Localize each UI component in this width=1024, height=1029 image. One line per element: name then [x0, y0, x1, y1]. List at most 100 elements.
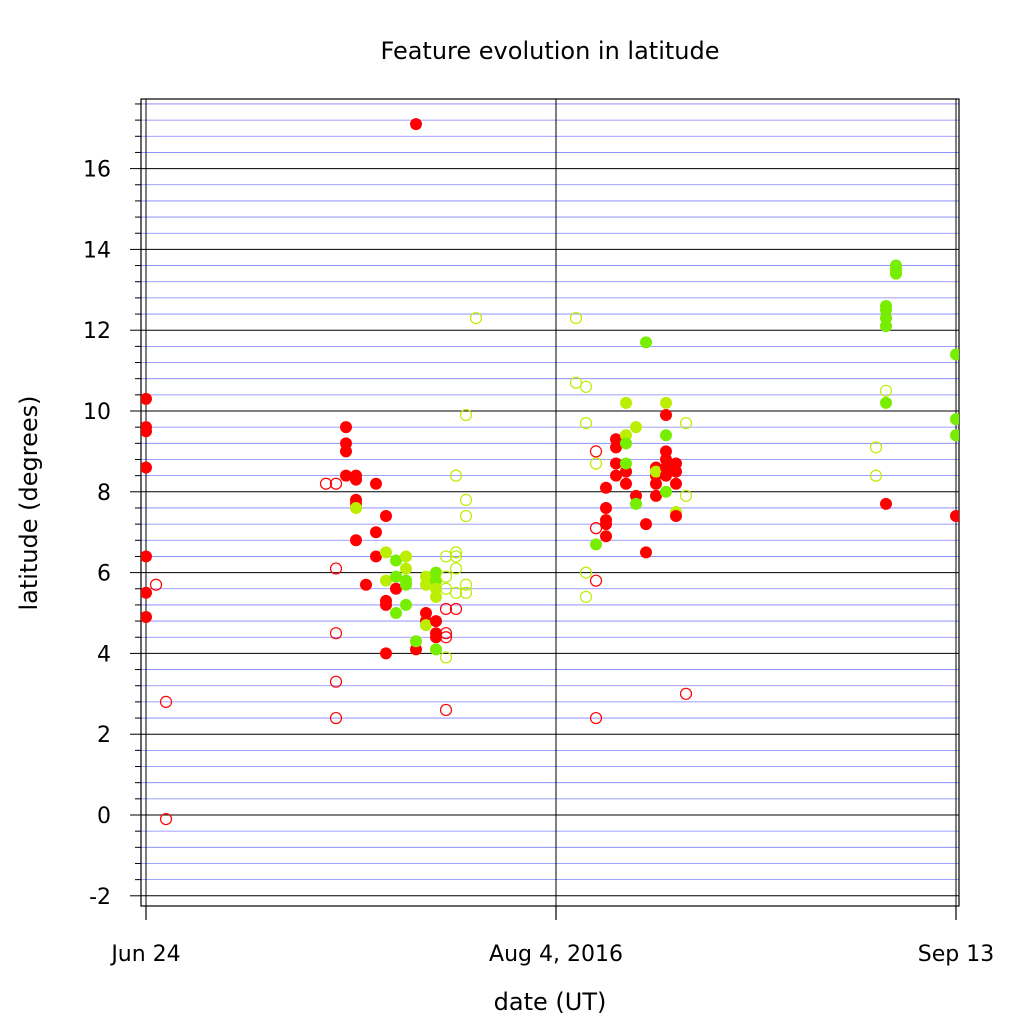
data-point-filled: [660, 469, 672, 482]
data-point-open: [589, 522, 603, 535]
data-point-open: [869, 469, 883, 482]
data-point-filled: [400, 550, 412, 563]
data-point-filled: [350, 501, 362, 514]
data-point-filled: [370, 477, 382, 490]
x-tick-label: Sep 13: [918, 942, 994, 967]
data-point-filled: [430, 643, 442, 656]
data-point-filled: [660, 429, 672, 442]
data-point-filled: [600, 518, 612, 531]
data-point-filled: [141, 392, 152, 405]
plot-frame: [140, 98, 960, 907]
data-point-filled: [670, 465, 682, 478]
data-point-filled: [380, 598, 392, 611]
data-point-open: [459, 509, 473, 523]
y-tick-label: 10: [83, 400, 111, 425]
axes-layer: -2 0 2 4 6 8 10 12 14 16 Jun 24 Aug 4, 2016 Sep 13: [83, 98, 994, 967]
data-point-open: [329, 477, 343, 490]
data-point-open: [449, 546, 463, 559]
y-tick-label: 4: [97, 642, 111, 667]
data-point-filled: [390, 554, 402, 567]
y-tick-label: 16: [83, 158, 111, 183]
x-tick-label: Aug 4, 2016: [489, 942, 623, 967]
data-point-filled: [590, 538, 602, 551]
data-point-filled: [620, 477, 632, 490]
data-point-open: [329, 562, 343, 575]
data-point-open: [589, 574, 603, 587]
data-point-open: [679, 489, 693, 502]
data-point-filled: [660, 485, 672, 498]
data-point-open: [329, 675, 343, 688]
data-point-open: [329, 627, 343, 640]
data-point-open: [569, 311, 583, 325]
points-group: [141, 118, 959, 826]
grid-layer: [141, 99, 959, 906]
data-point-open: [679, 687, 693, 700]
data-point-filled: [340, 469, 352, 482]
data-point-filled: [410, 118, 422, 131]
data-point-filled: [620, 437, 632, 450]
data-point-filled: [141, 611, 152, 624]
data-point-filled: [950, 413, 959, 426]
data-point-filled: [380, 546, 392, 559]
data-point-filled: [400, 562, 412, 575]
y-tick-label: -2: [89, 885, 111, 910]
data-point-filled: [950, 510, 959, 523]
data-point-open: [439, 631, 453, 644]
y-tick-label: 8: [97, 481, 111, 506]
data-point-open: [869, 441, 883, 454]
data-point-filled: [670, 477, 682, 490]
data-point-filled: [380, 510, 392, 523]
data-point-open: [439, 570, 453, 583]
data-point-filled: [660, 409, 672, 422]
data-point-open: [679, 417, 693, 430]
data-point-filled: [400, 578, 412, 591]
data-point-filled: [600, 530, 612, 543]
data-point-open: [319, 477, 333, 490]
data-point-filled: [660, 396, 672, 409]
data-point-filled: [430, 590, 442, 603]
data-point-open: [449, 550, 463, 563]
data-point-open: [579, 566, 593, 579]
data-point-filled: [630, 497, 642, 510]
data-point-filled: [390, 607, 402, 619]
data-point-filled: [420, 619, 432, 632]
data-point-filled: [141, 550, 152, 563]
data-point-open: [449, 586, 463, 599]
data-point-open: [589, 445, 603, 458]
data-point-open: [469, 311, 483, 325]
data-point-open: [439, 602, 453, 616]
data-point-filled: [650, 465, 662, 478]
data-point-open: [449, 469, 463, 482]
data-point-filled: [380, 647, 392, 660]
x-axis-label: date (UT): [494, 988, 607, 1016]
data-point-filled: [390, 582, 402, 595]
data-point-open: [439, 651, 453, 664]
data-point-filled: [610, 441, 622, 454]
data-point-filled: [890, 267, 902, 280]
data-point-filled: [370, 550, 382, 563]
data-point-filled: [600, 501, 612, 514]
data-point-filled: [630, 421, 642, 434]
data-point-filled: [880, 497, 892, 510]
data-point-filled: [340, 445, 352, 458]
data-point-open: [159, 812, 173, 826]
chart-title: Feature evolution in latitude: [380, 37, 719, 65]
data-point-filled: [640, 336, 652, 349]
data-point-filled: [950, 429, 959, 442]
data-point-open: [459, 578, 473, 591]
x-tick-label: Jun 24: [109, 942, 180, 967]
points-layer: [141, 118, 959, 826]
data-point-filled: [880, 320, 892, 333]
data-point-open: [579, 417, 593, 430]
data-point-filled: [141, 461, 152, 474]
data-point-filled: [430, 631, 442, 644]
data-point-filled: [360, 578, 372, 591]
data-point-open: [439, 627, 453, 640]
data-point-filled: [340, 421, 352, 434]
data-point-open: [459, 586, 473, 599]
data-point-filled: [390, 570, 402, 583]
data-point-filled: [620, 457, 632, 470]
data-point-filled: [600, 481, 612, 494]
y-tick-label: 6: [97, 562, 111, 587]
